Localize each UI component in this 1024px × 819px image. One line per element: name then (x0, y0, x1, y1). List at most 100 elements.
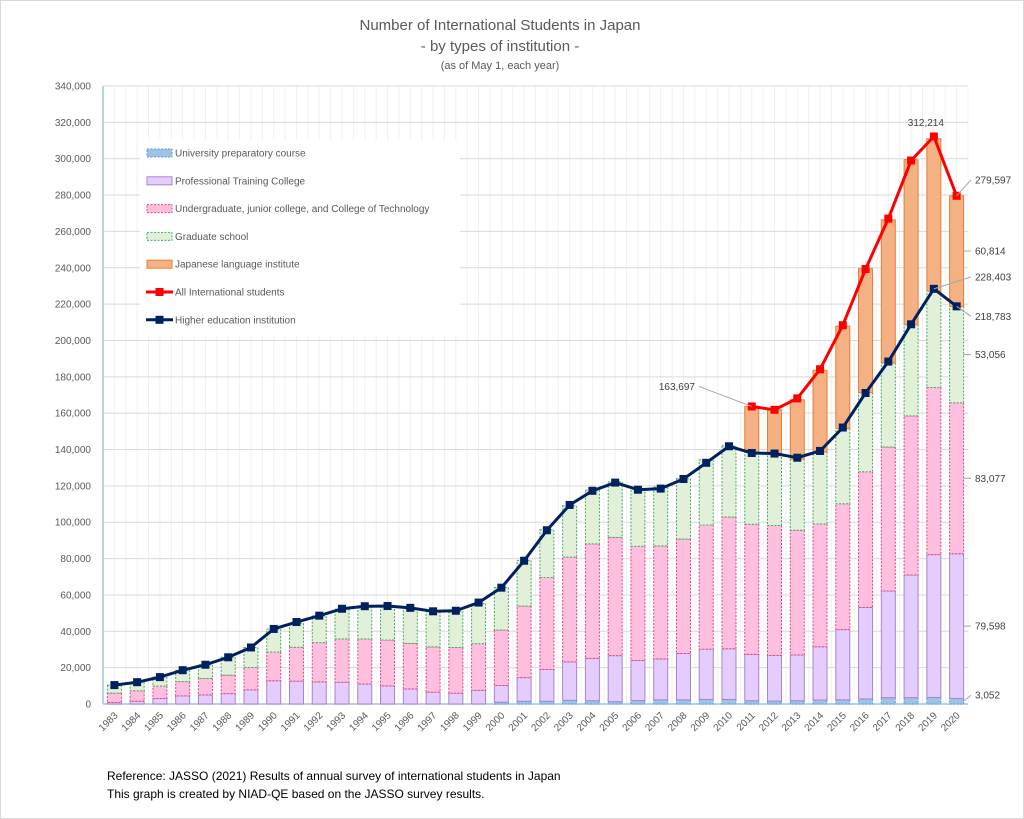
bar-segment-university-preparatory-course (675, 699, 691, 705)
legend-label: Japanese language institute (175, 260, 300, 271)
bar-segment-professional-training-college (471, 689, 487, 705)
y-tick-label: 120,000 (55, 481, 92, 492)
x-tick-label: 2017 (871, 710, 895, 734)
line-marker-higher-education-institution (269, 624, 278, 633)
bar-segment-japanese-language-institute (812, 369, 828, 453)
x-tick-label: 2014 (803, 710, 827, 734)
data-label: 60,814 (975, 247, 1006, 258)
bar-segment-undergraduate-junior-college-and-college-of-technology (175, 681, 191, 697)
bar-segment-university-preparatory-course (949, 697, 965, 705)
y-tick-label: 260,000 (55, 227, 92, 238)
line-marker-higher-education-institution (360, 602, 369, 611)
bar-segment-undergraduate-junior-college-and-college-of-technology (653, 545, 669, 660)
bar-segment-graduate-school (311, 615, 327, 644)
bar-segment-undergraduate-junior-college-and-college-of-technology (220, 674, 236, 695)
legend-box (140, 140, 460, 335)
legend-label: All International students (175, 288, 285, 299)
line-marker-higher-education-institution (702, 458, 711, 467)
legend-marker (155, 315, 164, 324)
bar-segment-undergraduate-junior-college-and-college-of-technology (926, 387, 942, 556)
legend-swatch (146, 204, 173, 214)
bar-segment-graduate-school (880, 362, 896, 448)
bar-segment-university-preparatory-course (698, 698, 714, 705)
bar-segment-graduate-school (493, 586, 509, 631)
data-label: 312,214 (908, 118, 945, 129)
bar-segment-undergraduate-junior-college-and-college-of-technology (812, 523, 828, 648)
bar-segment-graduate-school (903, 324, 919, 417)
x-tick-label: 1994 (347, 710, 371, 734)
x-tick-label: 2018 (894, 710, 918, 734)
bar-segment-undergraduate-junior-college-and-college-of-technology (448, 646, 464, 694)
bar-segment-university-preparatory-course (653, 699, 669, 705)
annotation-leader-line (698, 385, 752, 407)
stacked-bar-line-chart: 0 20,000 40,000 60,000 80,000 100,000 120,000 1… (55, 82, 1012, 734)
line-marker-all-international-students (929, 132, 938, 141)
legend-swatch (146, 231, 173, 241)
bar-segment-undergraduate-junior-college-and-college-of-technology (835, 503, 851, 631)
bar-segment-graduate-school (949, 305, 965, 404)
line-marker-higher-education-institution (793, 453, 802, 462)
bar-segment-graduate-school (835, 427, 851, 505)
x-tick-label: 2007 (643, 710, 667, 734)
bar-segment-undergraduate-junior-college-and-college-of-technology (129, 690, 145, 702)
series-line-all-international-students (751, 135, 959, 412)
line-marker-higher-education-institution (633, 485, 642, 494)
bar-segment-professional-training-college (789, 654, 805, 702)
x-tick-label: 1984 (120, 710, 144, 734)
bar-segment-undergraduate-junior-college-and-college-of-technology (243, 666, 259, 691)
line-marker-higher-education-institution (292, 618, 301, 627)
bar-segment-undergraduate-junior-college-and-college-of-technology (334, 638, 350, 683)
line-marker-higher-education-institution (724, 442, 733, 451)
bar-segment-professional-training-college (630, 660, 646, 702)
legend-label: University preparatory course (175, 149, 306, 160)
bar-segment-professional-training-college (721, 648, 737, 700)
chart-note: (as of May 1, each year) (440, 60, 560, 72)
y-tick-label: 180,000 (55, 372, 92, 383)
data-label: 163,697 (659, 382, 696, 393)
legend-label: Professional Training College (175, 176, 306, 187)
bar-segment-undergraduate-junior-college-and-college-of-technology (584, 543, 600, 659)
x-tick-label: 2013 (780, 710, 804, 734)
y-tick-label: 280,000 (55, 191, 92, 202)
bar-segment-professional-training-college (880, 590, 896, 699)
bar-segment-undergraduate-junior-college-and-college-of-technology (607, 536, 623, 657)
bar-segment-japanese-language-institute (744, 406, 760, 453)
bar-segment-undergraduate-junior-college-and-college-of-technology (949, 402, 965, 555)
bar-segment-undergraduate-junior-college-and-college-of-technology (402, 642, 418, 690)
bar-segment-professional-training-college (607, 655, 623, 703)
line-marker-higher-education-institution (224, 653, 233, 662)
bar-segment-professional-training-college (858, 606, 874, 700)
bar-segment-graduate-school (789, 458, 805, 531)
x-tick-label: 1985 (143, 710, 167, 734)
bar-segment-professional-training-college (425, 691, 441, 705)
bar-segment-professional-training-college (448, 692, 464, 705)
x-tick-label: 2002 (529, 710, 553, 734)
bar-segment-university-preparatory-course (880, 697, 896, 705)
x-tick-label: 1992 (302, 710, 326, 734)
line-marker-higher-education-institution (474, 598, 483, 607)
bar-segment-professional-training-college (380, 685, 396, 705)
bar-segment-undergraduate-junior-college-and-college-of-technology (721, 516, 737, 650)
line-marker-higher-education-institution (884, 357, 893, 366)
chart-subtitle: - by types of institution - (420, 38, 580, 55)
line-marker-higher-education-institution (406, 603, 415, 612)
bar-segment-undergraduate-junior-college-and-college-of-technology (266, 651, 282, 682)
line-marker-higher-education-institution (155, 673, 164, 682)
y-tick-label: 80,000 (60, 554, 91, 565)
line-marker-higher-education-institution (133, 678, 142, 687)
bar-segment-undergraduate-junior-college-and-college-of-technology (471, 643, 487, 691)
bar-segment-professional-training-college (243, 689, 259, 705)
bar-segment-professional-training-college (220, 693, 236, 705)
bar-segment-japanese-language-institute (835, 325, 851, 429)
line-marker-higher-education-institution (178, 666, 187, 675)
bar-segment-university-preparatory-course (630, 700, 646, 705)
bar-segment-university-preparatory-course (721, 698, 737, 705)
bar-segment-graduate-school (926, 290, 942, 389)
x-tick-label: 2005 (598, 710, 622, 734)
bar-segment-university-preparatory-course (926, 696, 942, 705)
line-marker-all-international-students (861, 265, 870, 274)
bar-segment-graduate-school (767, 453, 783, 527)
bar-segment-professional-training-college (903, 574, 919, 699)
data-label: 228,403 (975, 272, 1012, 283)
bar-segment-undergraduate-junior-college-and-college-of-technology (630, 545, 646, 662)
